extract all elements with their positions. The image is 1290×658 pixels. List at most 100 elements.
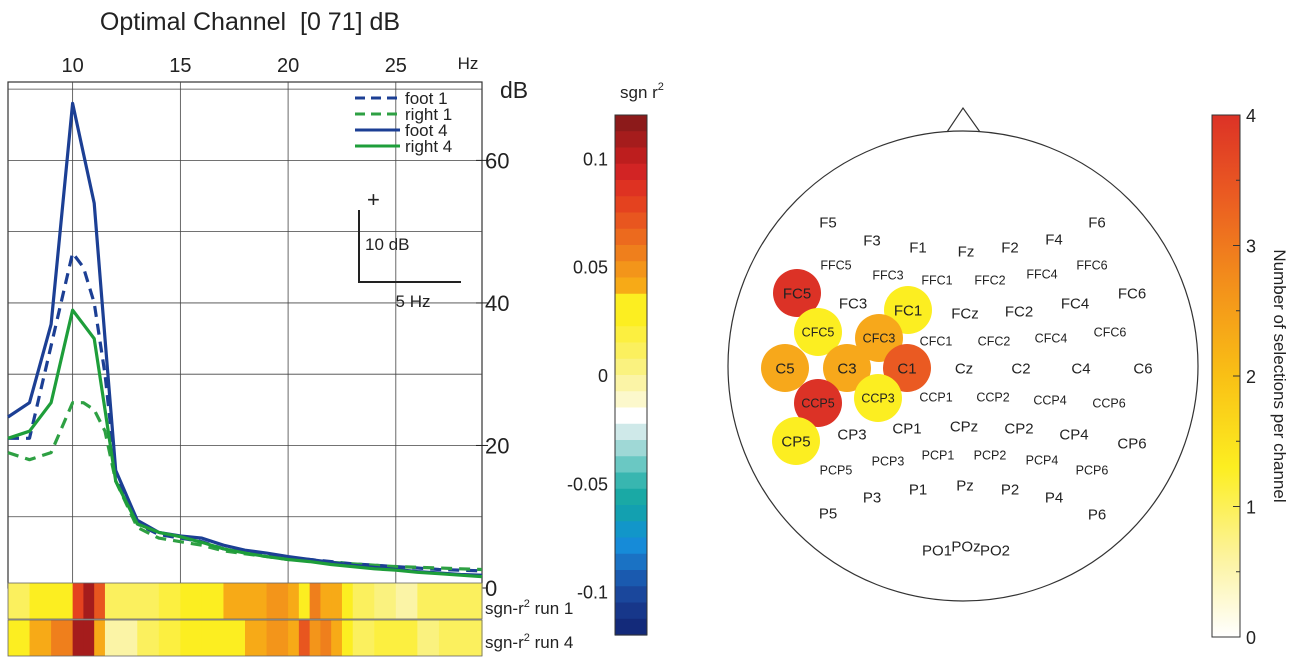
count-colorbar-tick-label: 4 <box>1246 106 1256 126</box>
colorbar-cell <box>615 618 647 636</box>
rsq-colorbar-panel: sgn r2 -0.1 -0.05 0 0.05 0.1 <box>567 81 664 636</box>
electrode-label: CP3 <box>837 426 866 443</box>
electrode-label: C1 <box>897 360 916 377</box>
rsq-cell <box>104 620 117 656</box>
rsq-cell <box>341 620 354 656</box>
head-outline <box>727 130 1199 602</box>
rsq-cell <box>320 620 332 656</box>
electrode-label: C2 <box>1011 360 1030 377</box>
electrode-label: CCP5 <box>801 397 834 411</box>
colorbar-cell <box>615 456 647 474</box>
colorbar-cell <box>615 602 647 620</box>
electrode-label: P1 <box>909 481 927 498</box>
colorbar-cell <box>615 212 647 230</box>
colorbar-cell <box>615 196 647 214</box>
electrode-label: F3 <box>863 232 881 249</box>
scale-bar-plus: + <box>367 187 380 212</box>
count-colorbar-tick-label: 1 <box>1246 498 1256 518</box>
rsq-cell <box>395 620 418 656</box>
colorbar-cell <box>615 391 647 409</box>
electrode-label: Pz <box>956 477 974 494</box>
electrode-label: P2 <box>1001 481 1019 498</box>
rsq-cell <box>180 620 203 656</box>
electrode-label: CP1 <box>892 420 921 437</box>
colorbar-cell <box>615 488 647 506</box>
electrode-label: PO1 <box>922 542 952 559</box>
colorbar-cell <box>615 440 647 457</box>
colorbar-cell <box>615 293 647 311</box>
count-colorbar-ticks: 0 1 2 3 4 <box>1233 106 1256 648</box>
electrode-label: FFC3 <box>872 269 903 283</box>
electrode-label: FFC1 <box>921 274 952 288</box>
colorbar-cell <box>615 342 647 360</box>
rsq-colorbar-ticks: -0.1 -0.05 0 0.05 0.1 <box>567 149 608 602</box>
y-unit-label: dB <box>500 77 528 103</box>
colorbar-cell <box>615 180 647 197</box>
electrode-label: CP4 <box>1059 426 1088 443</box>
count-colorbar-panel: 0 1 2 3 4 Number of selections per channel <box>1211 106 1289 648</box>
electrode-label: Fz <box>958 243 975 260</box>
colorbar-cell <box>615 586 647 604</box>
scale-bar: + 10 dB 5 Hz <box>358 187 461 311</box>
colorbar-cell <box>615 472 647 490</box>
colorbar-cell <box>615 115 647 132</box>
rsq-strips <box>7 582 483 657</box>
colorbar-cell <box>615 537 647 555</box>
scale-bar-x-label: 5 Hz <box>396 292 431 311</box>
electrode-label: P6 <box>1088 506 1106 523</box>
rsq-cell <box>201 620 225 656</box>
rsq-cell <box>137 583 160 619</box>
spectrum-grid <box>7 81 483 589</box>
rsq-cell <box>266 620 289 656</box>
rsq-cell <box>352 583 375 619</box>
rsq-run1-label: sgn-r2 run 1 <box>485 598 573 618</box>
rsq-cell <box>29 620 52 656</box>
rsq-strip-frame <box>7 619 483 657</box>
electrode-label: F4 <box>1045 231 1063 248</box>
rsq-cell <box>298 583 311 619</box>
rsq-cell <box>395 583 418 619</box>
colorbar-cell <box>615 147 647 165</box>
spectrum-lines <box>7 101 483 579</box>
colorbar-cell <box>615 131 647 149</box>
rsq-strip-labels: sgn-r2 run 1 sgn-r2 run 4 <box>485 598 573 652</box>
electrode-marker <box>794 379 842 427</box>
colorbar-cell <box>615 277 647 295</box>
rsq-colorbar-title: sgn r2 <box>620 81 664 102</box>
rsq-cell <box>417 583 440 619</box>
electrode-label: PCP5 <box>820 464 853 478</box>
rsq-cell <box>115 583 138 619</box>
electrode-label: CFC4 <box>1035 332 1068 346</box>
x-tick-label: 25 <box>385 55 407 77</box>
rsq-cell <box>309 583 322 619</box>
rsq-cell <box>72 583 85 619</box>
electrode-label: FC3 <box>839 295 867 312</box>
rsq-colorbar <box>614 114 648 636</box>
rsq-cell <box>374 620 397 656</box>
electrode-label: PCP4 <box>1026 454 1059 468</box>
rsq-cell <box>158 583 181 619</box>
count-colorbar-label: Number of selections per channel <box>1270 249 1289 502</box>
rsq-strip-frame <box>7 582 483 620</box>
series-line-foot-4 <box>7 101 483 577</box>
colorbar-frame <box>614 114 648 636</box>
electrode-label: PCP6 <box>1076 464 1109 478</box>
rsq-cell <box>51 620 74 656</box>
rsq-cell <box>320 583 332 619</box>
x-tick-label: 15 <box>169 55 191 77</box>
x-tick-label: 20 <box>277 55 299 77</box>
electrode-label: CFC3 <box>863 332 896 346</box>
plot-frame <box>7 81 483 589</box>
electrode-label: CCP6 <box>1092 397 1125 411</box>
electrode-marker <box>855 314 903 362</box>
electrodes: F5 F3 F1 Fz F2 F4 F6 FFC5 FFC3 FFC1 FFC2 FFC4 FFC6 FC… <box>761 214 1153 559</box>
rsq-cell <box>115 620 138 656</box>
electrode-label: CP6 <box>1117 435 1146 452</box>
nose <box>945 106 982 133</box>
series-line-right-4 <box>7 308 483 579</box>
colorbar-cell <box>615 326 647 344</box>
rsq-cell <box>29 583 52 619</box>
rsq-cell <box>341 583 354 619</box>
